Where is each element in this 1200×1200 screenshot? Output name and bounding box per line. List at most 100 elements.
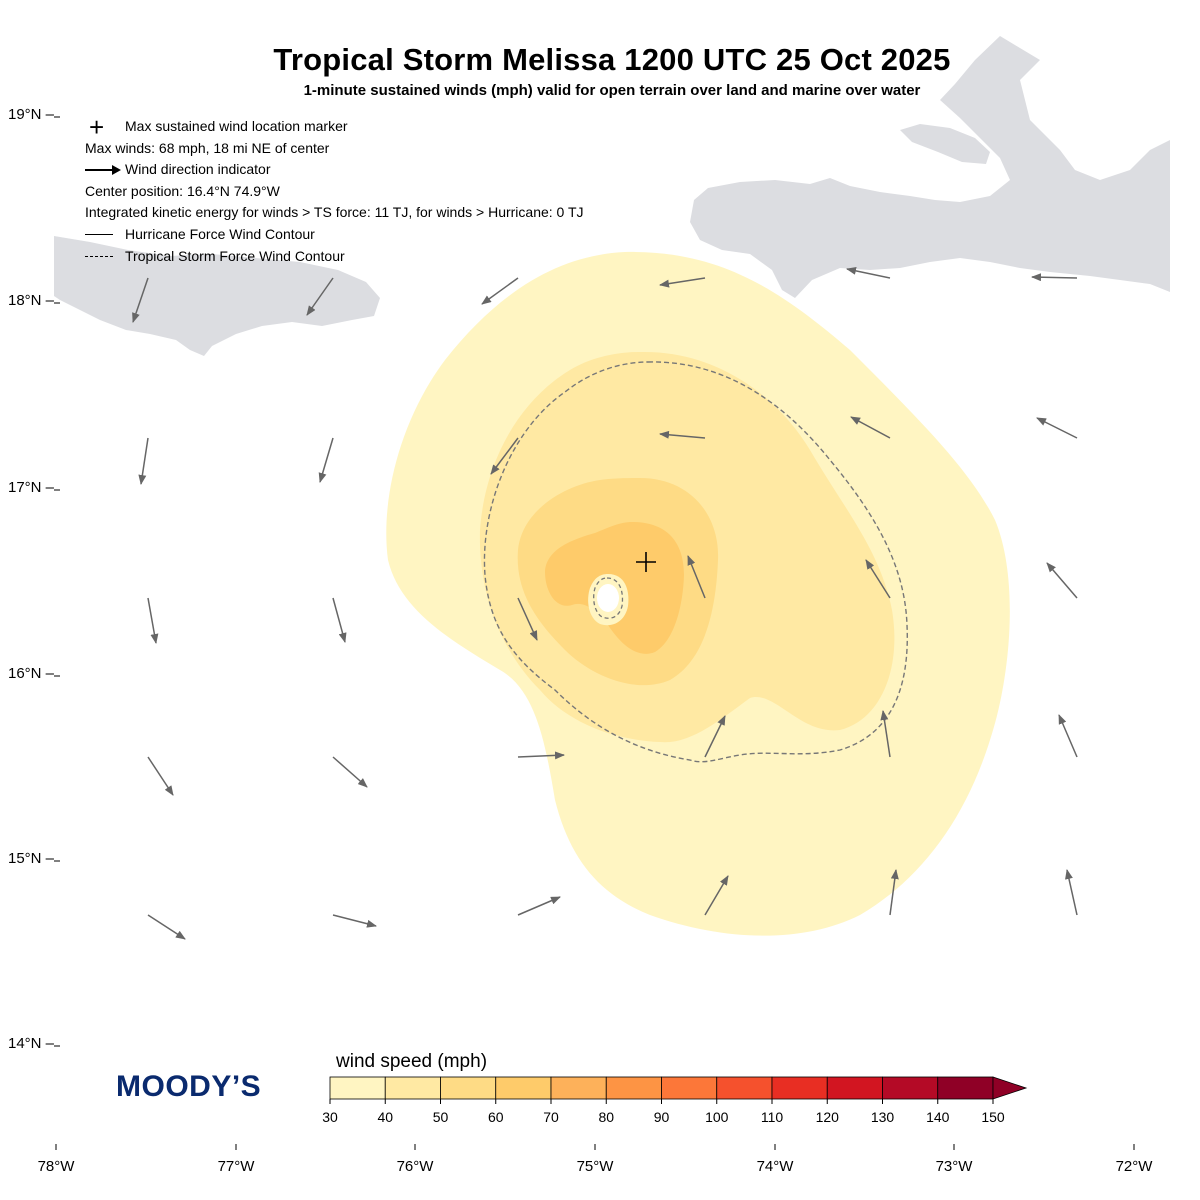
lon-label-73: 73°W [935, 1158, 973, 1175]
wind-arrow [306, 277, 334, 316]
colorbar-tick-label: 40 [377, 1109, 394, 1125]
lat-label-18: 18°N [8, 292, 54, 309]
colorbar-tick-label: 30 [322, 1109, 338, 1125]
colorbar-segment [550, 1076, 607, 1100]
wind-arrow [1036, 417, 1078, 439]
lon-label-77: 77°W [217, 1158, 255, 1175]
legend-ts-contour: Tropical Storm Force Wind Contour [85, 246, 584, 268]
dashed-line-icon [85, 255, 125, 257]
land-jamaica [54, 236, 380, 356]
colorbar-tick-label: 50 [432, 1109, 449, 1125]
lon-label-75: 75°W [576, 1158, 614, 1175]
legend-max-winds: Max winds: 68 mph, 18 mi NE of center [85, 138, 584, 160]
wind-arrow [481, 277, 519, 305]
colorbar-segment [661, 1076, 718, 1100]
wind-arrow [889, 869, 899, 916]
wind-arrow [490, 437, 519, 475]
colorbar-segment [716, 1076, 773, 1100]
colorbar-segment [882, 1076, 939, 1100]
colorbar-tick-label: 150 [981, 1109, 1005, 1125]
legend-ts-contour-label: Tropical Storm Force Wind Contour [125, 247, 345, 264]
wind-arrow [132, 277, 149, 323]
map-legend: + Max sustained wind location marker Max… [85, 114, 584, 268]
legend-hurricane-contour-label: Hurricane Force Wind Contour [125, 225, 315, 242]
wind-arrow [704, 715, 726, 758]
legend-wind-direction-label: Wind direction indicator [125, 161, 271, 178]
wind-arrow [332, 756, 368, 788]
colorbar-segment [495, 1076, 552, 1100]
arrow-right-icon [85, 164, 125, 175]
lon-label-78: 78°W [37, 1158, 75, 1175]
colorbar-tick-label: 110 [760, 1109, 784, 1125]
wind-arrow [687, 555, 706, 599]
legend-max-marker: + Max sustained wind location marker [85, 114, 584, 140]
colorbar-segment [605, 1076, 662, 1100]
wind-arrow [147, 914, 186, 940]
lon-label-72: 72°W [1115, 1158, 1153, 1175]
wind-arrow [846, 266, 891, 279]
colorbar-segment [440, 1076, 497, 1100]
colorbar-segment [826, 1076, 883, 1100]
chart-title: Tropical Storm Melissa 1200 UTC 25 Oct 2… [273, 42, 951, 77]
wind-arrow [1046, 562, 1078, 599]
wind-arrow [659, 277, 706, 288]
wind-arrow [147, 597, 159, 644]
lat-label-17: 17°N [8, 479, 54, 496]
colorbar-tick-label: 140 [926, 1109, 950, 1125]
colorbar-segment [384, 1076, 441, 1100]
legend-center-position-label: Center position: 16.4°N 74.9°W [85, 182, 280, 199]
colorbar-segment [329, 1076, 386, 1100]
lat-label-19: 19°N [8, 106, 54, 123]
wind-arrows [132, 266, 1078, 940]
legend-ike-label: Integrated kinetic energy for winds > TS… [85, 204, 584, 221]
colorbar-label: wind speed (mph) [336, 1051, 488, 1072]
wind-arrow [517, 597, 538, 641]
colorbar [329, 1076, 1028, 1104]
wind-arrow [850, 416, 891, 439]
colorbar-tick-label: 60 [487, 1109, 504, 1125]
wind-arrow [332, 914, 377, 928]
colorbar-segment [937, 1076, 994, 1100]
colorbar-tick-label: 80 [598, 1109, 615, 1125]
legend-hurricane-contour: Hurricane Force Wind Contour [85, 224, 584, 246]
wind-arrow [517, 896, 561, 916]
eye-contour [593, 577, 624, 619]
wind-arrow [865, 559, 891, 599]
chart-subtitle: 1-minute sustained winds (mph) valid for… [303, 82, 921, 99]
land-gonave [900, 124, 990, 164]
wind-field-eye [597, 584, 619, 612]
lon-label-76: 76°W [396, 1158, 434, 1175]
land-hispaniola [690, 36, 1170, 298]
wind-arrow [659, 430, 706, 439]
colorbar-segment [771, 1076, 828, 1100]
solid-line-icon [85, 234, 125, 236]
wind-arrow [880, 710, 891, 758]
legend-ike: Integrated kinetic energy for winds > TS… [85, 202, 584, 224]
max-wind-marker [636, 552, 656, 572]
colorbar-tick-label: 120 [815, 1109, 839, 1125]
lat-label-14: 14°N [8, 1035, 54, 1052]
lon-ticks [55, 1144, 1135, 1150]
lon-label-74: 74°W [756, 1158, 794, 1175]
legend-center-position: Center position: 16.4°N 74.9°W [85, 181, 584, 203]
lat-label-15: 15°N [8, 850, 54, 867]
ts-force-contour [483, 361, 908, 763]
lat-label-16: 16°N [8, 665, 54, 682]
wind-arrow [1065, 869, 1078, 916]
legend-wind-direction: Wind direction indicator [85, 159, 584, 181]
wind-arrow [1031, 273, 1078, 282]
wind-arrow [517, 751, 565, 760]
moodys-logo: MOODY’S [116, 1070, 262, 1103]
colorbar-extend-arrow [992, 1076, 1028, 1100]
wind-arrow [1058, 714, 1078, 758]
wind-arrow [147, 756, 174, 796]
wind-arrow [332, 597, 347, 643]
colorbar-tick-label: 130 [870, 1109, 895, 1125]
legend-max-marker-label: Max sustained wind location marker [125, 118, 348, 134]
colorbar-tick-label: 90 [653, 1109, 670, 1125]
colorbar-tick-label: 100 [705, 1109, 729, 1125]
wind-arrow [138, 437, 149, 485]
legend-max-winds-label: Max winds: 68 mph, 18 mi NE of center [85, 139, 330, 156]
wind-arrow [318, 437, 334, 483]
